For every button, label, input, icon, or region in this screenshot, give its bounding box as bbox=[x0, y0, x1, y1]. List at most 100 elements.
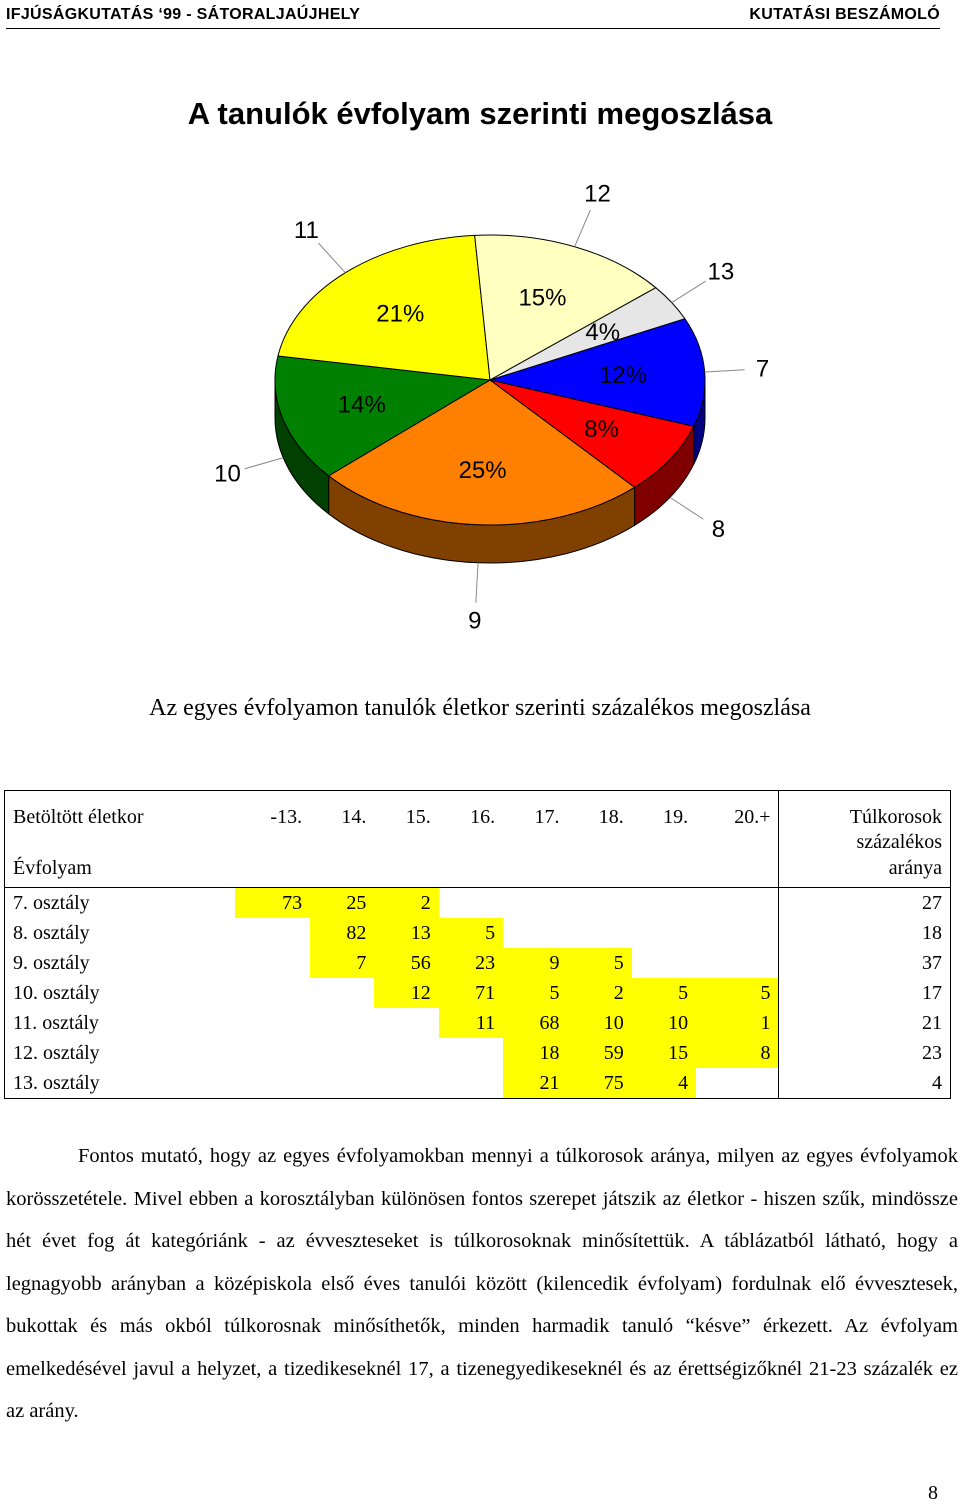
table-cell bbox=[310, 978, 374, 1008]
pie-category-label: 11 bbox=[294, 217, 319, 244]
header-spacer bbox=[235, 857, 311, 888]
table-cell bbox=[567, 918, 631, 948]
table-cell bbox=[374, 1068, 438, 1099]
table-cell bbox=[696, 948, 780, 978]
running-header: IFJÚSÁGKUTATÁS ‘99 - SÁTORALJAÚJHELY KUT… bbox=[6, 4, 940, 29]
header-spacer bbox=[310, 857, 375, 888]
table-title: Az egyes évfolyamon tanulók életkor szer… bbox=[149, 695, 811, 721]
header-spacer bbox=[374, 857, 439, 888]
leader-line bbox=[669, 496, 704, 520]
header-spacer bbox=[235, 831, 310, 857]
pie-percent-label: 8% bbox=[584, 416, 619, 443]
pie-category-label: 13 bbox=[707, 259, 734, 286]
table-row: 9. osztály 7 56 23 9 5 37 bbox=[5, 948, 951, 978]
table-cell: 23 bbox=[438, 948, 504, 978]
age-column-header: 16. bbox=[470, 806, 496, 828]
header-spacer bbox=[503, 857, 568, 888]
leader-line bbox=[574, 209, 591, 247]
table-cell bbox=[439, 1068, 503, 1099]
pie-slice bbox=[474, 234, 657, 381]
corner-header-age: Betöltött életkor bbox=[13, 806, 144, 828]
leader-line bbox=[244, 457, 284, 470]
row-label: 9. osztály bbox=[13, 951, 90, 974]
table-cell: 11 bbox=[438, 1008, 504, 1038]
corner-header-grade: Évfolyam bbox=[4, 857, 236, 888]
overage-cell: 21 bbox=[922, 1011, 942, 1034]
table-cell bbox=[439, 888, 503, 919]
table-cell bbox=[696, 887, 780, 918]
table-cell: 56 bbox=[374, 948, 439, 978]
pie-chart: 12% 7 8% 8 25% 9 14% 10 21% 11 15% 12 4% 13 bbox=[214, 180, 769, 634]
pie-slice bbox=[489, 287, 686, 381]
overage-column-header: százalékos bbox=[856, 831, 942, 853]
table-cell: 2 bbox=[567, 978, 632, 1008]
pie-percent-label: 12% bbox=[599, 362, 647, 389]
table-cell: 73 bbox=[235, 887, 311, 918]
row-label: 11. osztály bbox=[13, 1011, 99, 1034]
table-cell: 8 bbox=[696, 1038, 780, 1068]
table-cell bbox=[374, 1038, 438, 1068]
header-spacer bbox=[374, 831, 438, 857]
table-cell: 75 bbox=[567, 1068, 632, 1099]
pie-category-label: 7 bbox=[756, 356, 769, 383]
table-row: 8. osztály 82 13 5 18 bbox=[5, 918, 951, 948]
table-row: 11. osztály 11 68 10 10 1 21 bbox=[5, 1008, 951, 1038]
pie-slice bbox=[277, 234, 491, 381]
table-cell bbox=[503, 918, 567, 948]
table-cell: 18 bbox=[503, 1038, 568, 1068]
table-cell: 25 bbox=[310, 887, 375, 918]
table-cell: 1 bbox=[696, 1008, 780, 1038]
table-cell bbox=[310, 1008, 374, 1038]
row-label: 8. osztály bbox=[13, 921, 90, 944]
header-left: IFJÚSÁGKUTATÁS ‘99 - SÁTORALJAÚJHELY bbox=[6, 6, 361, 23]
table-cell: 68 bbox=[503, 1008, 568, 1038]
table-cell bbox=[235, 948, 310, 978]
table-cell bbox=[696, 1068, 780, 1099]
row-label: 10. osztály bbox=[13, 981, 100, 1004]
table-cell bbox=[439, 1038, 503, 1068]
row-label: 13. osztály bbox=[13, 1071, 100, 1094]
pie-category-label: 12 bbox=[584, 180, 611, 207]
header-spacer bbox=[310, 831, 374, 857]
table-cell bbox=[632, 948, 696, 978]
table-cell: 10 bbox=[567, 1008, 632, 1038]
table-cell: 5 bbox=[696, 978, 780, 1008]
leader-line bbox=[704, 369, 745, 373]
table-cell: 5 bbox=[438, 918, 504, 948]
table-cell bbox=[632, 888, 696, 919]
overage-cell: 23 bbox=[922, 1041, 942, 1064]
table-cell bbox=[235, 1068, 310, 1099]
table-cell: 82 bbox=[310, 918, 375, 948]
table-cell: 9 bbox=[503, 948, 568, 978]
header-spacer bbox=[438, 857, 504, 888]
table-cell bbox=[310, 1068, 374, 1099]
paragraph-text: Fontos mutató, hogy az egyes évfolyamokb… bbox=[6, 1145, 958, 1422]
overage-column-header: Túlkorosok bbox=[849, 806, 942, 828]
body-paragraph: Fontos mutató, hogy az egyes évfolyamokb… bbox=[6, 1135, 958, 1433]
header-spacer bbox=[696, 857, 780, 888]
table-cell: 15 bbox=[631, 1038, 697, 1068]
table-row: 13. osztály 21 75 4 4 bbox=[5, 1068, 951, 1099]
header-right: KUTATÁSI BESZÁMOLÓ bbox=[749, 6, 940, 23]
table-cell: 12 bbox=[374, 978, 439, 1008]
table-cell: 5 bbox=[503, 978, 568, 1008]
age-column-header: 15. bbox=[405, 806, 431, 828]
pie-category-label: 10 bbox=[214, 461, 241, 488]
header-spacer bbox=[503, 831, 567, 857]
table-cell bbox=[632, 918, 696, 948]
header-spacer bbox=[439, 831, 503, 857]
header-spacer bbox=[631, 857, 697, 888]
header-spacer bbox=[567, 857, 632, 888]
pie-percent-label: 15% bbox=[518, 284, 566, 311]
overage-cell: 18 bbox=[922, 921, 942, 944]
age-distribution-table: Betöltött életkor -13. 14. 15. 16. 17. 18. 19. 2… bbox=[4, 790, 951, 1099]
table-cell bbox=[235, 978, 310, 1008]
table-cell bbox=[310, 1038, 374, 1068]
table-cell bbox=[374, 1008, 438, 1038]
pie-percent-label: 21% bbox=[376, 300, 424, 327]
age-column-header: -13. bbox=[270, 806, 303, 828]
overage-cell: 37 bbox=[922, 951, 942, 974]
header-spacer bbox=[567, 831, 631, 857]
table-cell: 59 bbox=[567, 1038, 632, 1068]
age-column-header: 14. bbox=[341, 806, 367, 828]
